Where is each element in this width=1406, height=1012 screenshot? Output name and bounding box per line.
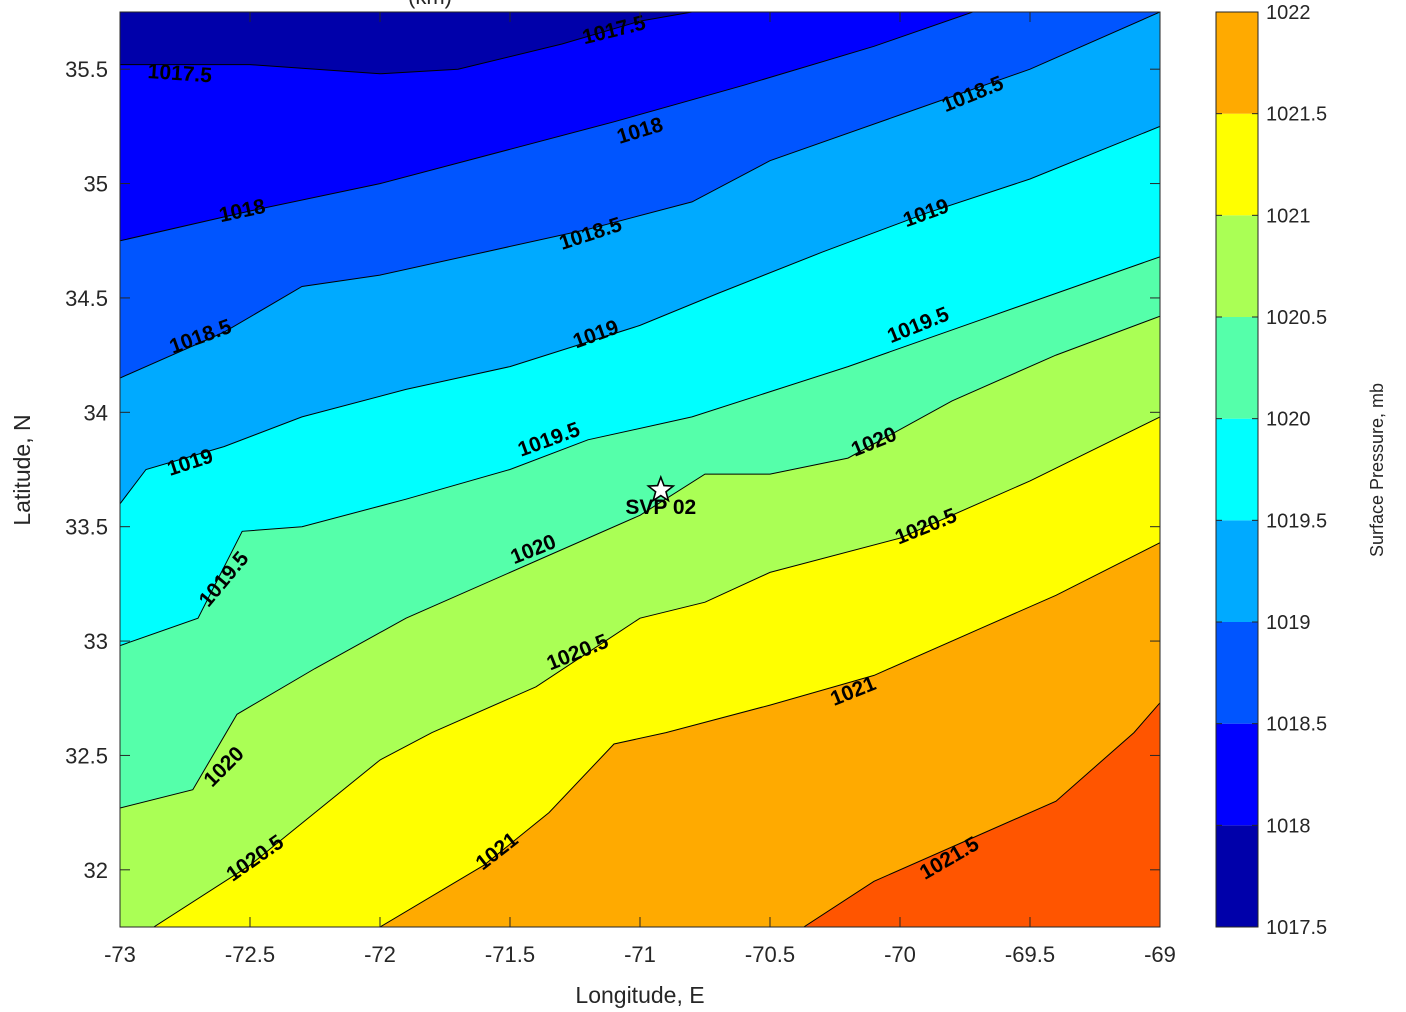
colorbar-swatch-1017.5 (1216, 825, 1258, 927)
x-tick-label: -69.5 (1005, 942, 1055, 967)
colorbar-frame (1215, 11, 1259, 928)
colorbar-tick-label: 1021 (1266, 205, 1311, 227)
x-tick-label: -71.5 (485, 942, 535, 967)
colorbar-tick-label: 1020 (1266, 409, 1311, 431)
colorbar-swatch-1018 (1216, 723, 1258, 826)
x-axis-title: Longitude, E (575, 982, 704, 1008)
colorbar-swatch-1018.5 (1216, 622, 1258, 724)
y-tick-label: 32.5 (65, 743, 108, 768)
contour-line-1021.5 (803, 702, 1160, 927)
band-fill-1021.5 (803, 702, 1160, 927)
contour-line-1018.5 (120, 12, 1160, 379)
colorbar-tick-label: 1020.5 (1266, 307, 1327, 329)
contour-lines (120, 12, 1160, 927)
x-axis: -73 -72.5 -72 -71.5 -71 -70.5 -70 -69.5 -69 (104, 12, 1176, 967)
colorbar: 1017.5 1018 1018.5 1019 1019.5 1020 1020.5 1021… (1215, 2, 1327, 939)
contour-line-1019.5 (120, 256, 1160, 647)
chart-title: (km) (408, 0, 452, 9)
colorbar-tick-label: 1021.5 (1266, 104, 1327, 126)
contour-line-1021 (379, 542, 1160, 927)
colorbar-tick-label: 1019.5 (1266, 510, 1327, 532)
colorbar-tick-label: 1018 (1266, 815, 1311, 837)
station-label: SVP 02 (625, 496, 696, 519)
x-tick-label: -70 (884, 942, 916, 967)
colorbar-tick-label: 1018.5 (1266, 714, 1327, 736)
contour-line-1020.5 (153, 416, 1160, 927)
colorbar-swatch-1021.5 (1216, 12, 1258, 114)
contour-line-1020 (120, 315, 1160, 809)
colorbar-title: Surface Pressure, mb (1367, 383, 1387, 557)
colorbar-swatch-1019 (1216, 520, 1258, 622)
colorbar-swatch-1021 (1216, 113, 1258, 216)
y-axis: 32 32.5 33 33.5 34 34.5 35 35.5 (65, 57, 1160, 883)
station-star-marker (646, 474, 676, 503)
x-tick-label: -72 (364, 942, 396, 967)
x-tick-label: -70.5 (745, 942, 795, 967)
band-fill-1021 (380, 542, 1160, 927)
x-tick-label: -72.5 (225, 942, 275, 967)
contour-fills (120, 12, 1160, 927)
colorbar-tick-label: 1019 (1266, 612, 1311, 634)
y-tick-label: 35 (84, 172, 108, 197)
colorbar-tick-label: 1017.5 (1266, 917, 1327, 939)
y-tick-label: 34.5 (65, 286, 108, 311)
x-tick-label: -69 (1144, 942, 1176, 967)
y-tick-label: 32 (84, 858, 108, 883)
y-axis-title: Latitude, N (9, 414, 35, 525)
x-tick-label: -71 (624, 942, 656, 967)
contour-line-1019 (120, 125, 1160, 505)
y-tick-label: 33.5 (65, 515, 108, 540)
contour-label: 1017.5 (147, 60, 213, 87)
plot-area: 1017.51017.5101810181018.51018.51018.510… (120, 12, 1160, 927)
y-tick-label: 35.5 (65, 57, 108, 82)
annotations: SVP 02 (625, 474, 696, 519)
x-tick-label: -73 (104, 942, 136, 967)
colorbar-swatch-1019.5 (1216, 418, 1258, 521)
colorbar-swatch-1020.5 (1216, 215, 1258, 317)
colorbar-swatch-1020 (1216, 317, 1258, 419)
y-tick-label: 34 (84, 400, 108, 425)
contour-line-1018 (120, 12, 973, 242)
y-tick-label: 33 (84, 629, 108, 654)
colorbar-tick-label: 1022 (1266, 2, 1311, 24)
